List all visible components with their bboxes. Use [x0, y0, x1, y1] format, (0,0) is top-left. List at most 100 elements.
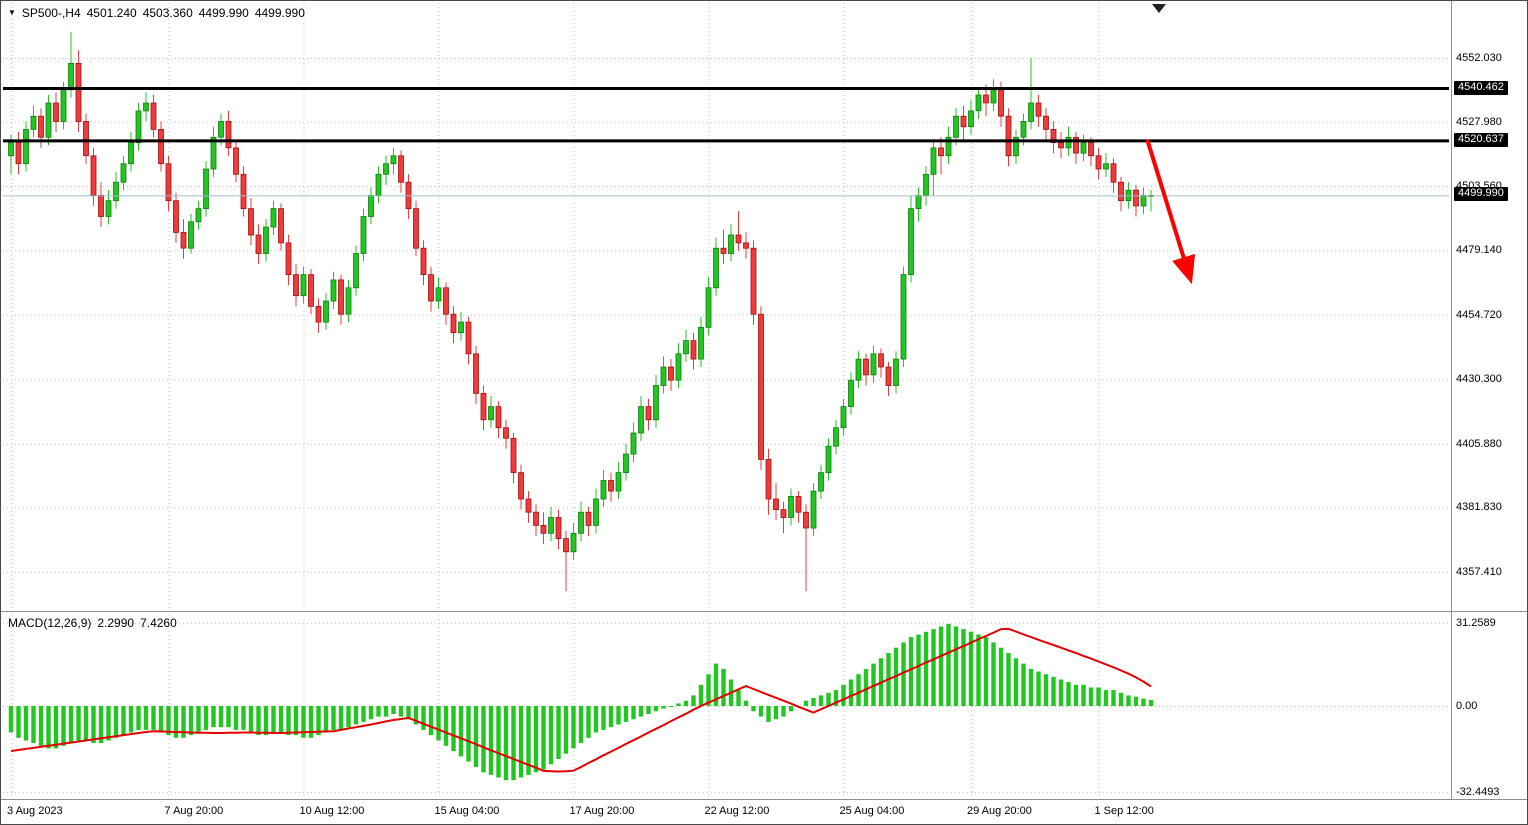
macd-histogram-bar: [496, 706, 501, 778]
macd-histogram-bar: [923, 631, 929, 706]
macd-histogram-bar: [203, 706, 209, 730]
trend-arrow[interactable]: [1145, 139, 1196, 285]
macd-histogram-bar: [871, 663, 876, 706]
candle-bullish: [1028, 102, 1034, 122]
candle-bullish: [1140, 194, 1147, 207]
macd-histogram-bar: [428, 706, 434, 736]
time-axis[interactable]: 3 Aug 2023 7 Aug 20:00 10 Aug 12:00 15 Aug …: [1, 803, 1451, 824]
macd-histogram-bar: [481, 706, 486, 773]
macd-axis-tick: -32.4493: [1456, 785, 1500, 798]
chart-shift-marker-icon[interactable]: [1152, 4, 1166, 13]
macd-histogram-bar: [668, 706, 674, 707]
candle-bullish: [788, 495, 794, 518]
macd-histogram-bar: [758, 706, 764, 717]
macd-histogram-bar: [488, 706, 494, 775]
macd-histogram-bar: [361, 706, 366, 722]
candle-bullish: [323, 300, 329, 323]
macd-histogram-bar: [623, 706, 629, 722]
candle-bearish: [1088, 142, 1094, 157]
candle-bearish: [465, 321, 472, 355]
candle-bullish: [848, 379, 854, 408]
candle-bearish: [983, 94, 989, 104]
candle-bearish: [308, 274, 314, 307]
macd-histogram-bar: [226, 706, 231, 728]
candle-bullish: [135, 110, 142, 144]
macd-histogram-bar: [1043, 674, 1049, 706]
candle-bearish: [338, 279, 344, 315]
candle-bullish: [623, 453, 629, 474]
macd-histogram-bar: [1096, 687, 1101, 706]
candle-bullish: [1013, 136, 1019, 157]
macd-histogram-bar: [466, 706, 471, 762]
macd-histogram-bar: [533, 706, 539, 773]
candle-bullish: [728, 234, 734, 254]
macd-histogram-bar: [826, 692, 831, 707]
macd-histogram-bar: [136, 706, 141, 730]
price-axis-tick: 4430.300: [1456, 373, 1502, 386]
candle-bullish: [675, 353, 682, 381]
candle-bullish: [458, 321, 464, 334]
candle-bullish: [810, 490, 817, 529]
candle-bearish: [90, 155, 97, 196]
macd-histogram-bar: [338, 706, 344, 730]
candle-bullish: [218, 121, 224, 138]
macd-histogram-bar: [196, 706, 201, 733]
macd-histogram-bar: [788, 706, 794, 712]
candle-bearish: [998, 89, 1004, 117]
candle-bullish: [30, 115, 37, 130]
candle-bullish: [855, 358, 862, 381]
ohlc-close: 4499.990: [254, 6, 305, 20]
candle-bearish: [420, 247, 427, 275]
candle-bearish: [563, 538, 569, 553]
macd-histogram-bar: [616, 706, 621, 725]
candle-bearish: [233, 147, 239, 175]
price-axis-tick: 4454.720: [1456, 308, 1502, 321]
candle-bullish: [60, 89, 67, 122]
candle-bearish: [525, 498, 532, 513]
candle-bearish: [743, 242, 749, 249]
macd-histogram-bar: [511, 706, 516, 781]
candle-bearish: [795, 495, 802, 513]
candle-bullish: [900, 274, 907, 360]
macd-histogram-bar: [631, 706, 636, 720]
candle-bearish: [180, 231, 187, 249]
macd-histogram-bar: [106, 706, 111, 741]
ohlc-high: 4503.360: [142, 6, 193, 20]
ohlc-low: 4499.990: [198, 6, 249, 20]
macd-histogram-bar: [398, 706, 404, 717]
candle-bearish: [225, 121, 232, 149]
price-axis[interactable]: 4552.030 4527.980 4503.560 4479.140 4454.720…: [1453, 1, 1527, 801]
macd-histogram-bar: [233, 706, 239, 730]
candle-bearish: [885, 366, 892, 386]
macd-histogram-bar: [1021, 663, 1026, 706]
candle-bullish: [953, 115, 959, 138]
macd-histogram-bar: [211, 706, 216, 728]
macd-histogram-bar: [1103, 690, 1109, 706]
time-axis-label: 15 Aug 04:00: [434, 805, 500, 817]
candle-bullish: [383, 163, 389, 175]
macd-histogram-bar: [998, 647, 1004, 706]
macd-histogram-bar: [76, 706, 81, 741]
macd-histogram-bar: [683, 700, 689, 706]
macd-histogram-bar: [518, 706, 524, 778]
candle-bearish: [38, 115, 44, 138]
macd-histogram-bar: [173, 706, 179, 738]
macd-histogram-bar: [188, 706, 194, 736]
macd-histogram-bar: [556, 706, 561, 759]
macd-histogram-bar: [413, 706, 419, 725]
candle-bullish: [930, 147, 937, 175]
candle-bearish: [495, 406, 502, 429]
symbol-dropdown-icon[interactable]: ▼: [8, 8, 16, 17]
candle-bullish: [8, 142, 14, 157]
macd-histogram-bar: [121, 706, 126, 736]
candle-bearish: [315, 305, 322, 323]
candle-bullish: [600, 480, 607, 500]
candle-bearish: [1050, 128, 1057, 143]
price-axis-tick: 4479.140: [1456, 244, 1502, 257]
candle-bullish: [893, 358, 899, 386]
macd-axis-tick: 0.00: [1456, 700, 1478, 712]
macd-histogram-bar: [691, 695, 696, 706]
macd-histogram-bar: [8, 706, 14, 733]
